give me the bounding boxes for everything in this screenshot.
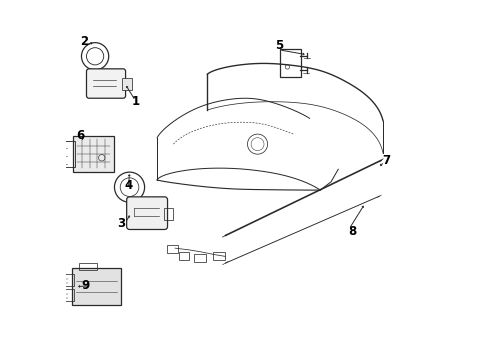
FancyBboxPatch shape <box>122 78 132 90</box>
Text: 7: 7 <box>383 154 391 167</box>
Text: 6: 6 <box>76 129 85 142</box>
Text: 5: 5 <box>275 39 283 52</box>
Text: 1: 1 <box>131 95 140 108</box>
FancyBboxPatch shape <box>87 69 125 98</box>
Text: 3: 3 <box>117 216 125 230</box>
FancyBboxPatch shape <box>73 136 114 172</box>
Text: 8: 8 <box>348 225 357 238</box>
FancyBboxPatch shape <box>126 197 168 229</box>
Text: 9: 9 <box>81 279 90 292</box>
FancyBboxPatch shape <box>72 268 121 305</box>
Text: 2: 2 <box>80 35 88 49</box>
Text: 4: 4 <box>124 179 133 192</box>
